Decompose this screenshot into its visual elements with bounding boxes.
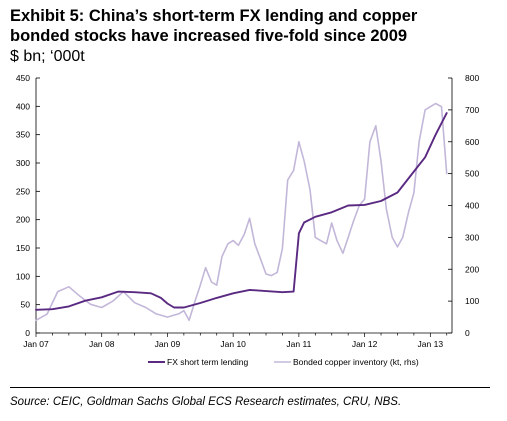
left-y-tick-label: 150 bbox=[16, 243, 30, 253]
right-y-tick-label: 0 bbox=[465, 328, 470, 338]
legend-label-fx-lending: FX short term lending bbox=[167, 357, 249, 367]
divider-rule bbox=[10, 387, 490, 388]
right-y-tick-label: 800 bbox=[465, 73, 479, 83]
series-line-bonded-copper bbox=[35, 102, 448, 322]
right-y-tick-label: 400 bbox=[465, 201, 479, 211]
right-y-tick-label: 300 bbox=[465, 232, 479, 242]
left-y-tick-label: 300 bbox=[16, 158, 30, 168]
right-y-tick-label: 200 bbox=[465, 264, 479, 274]
left-y-tick-label: 350 bbox=[16, 130, 30, 140]
left-y-tick-label: 450 bbox=[16, 73, 30, 83]
right-y-tick-label: 700 bbox=[465, 105, 479, 115]
left-y-tick-label: 250 bbox=[16, 186, 30, 196]
source-note: Source: CEIC, Goldman Sachs Global ECS R… bbox=[10, 396, 402, 408]
legend-label-bonded-copper: Bonded copper inventory (kt, rhs) bbox=[293, 357, 419, 367]
x-tick-label: Jan 13 bbox=[418, 339, 444, 349]
x-tick-label: Jan 09 bbox=[155, 339, 181, 349]
chart-title: Exhibit 5: China’s short-term FX lending… bbox=[10, 6, 500, 46]
left-y-tick-label: 50 bbox=[21, 300, 31, 310]
chart-title-line-1: Exhibit 5: China’s short-term FX lending… bbox=[10, 7, 418, 25]
right-y-tick-label: 100 bbox=[465, 296, 479, 306]
left-y-tick-label: 400 bbox=[16, 101, 30, 111]
units-label: $ bn; ‘000t bbox=[10, 48, 85, 65]
right-y-tick-label: 500 bbox=[465, 169, 479, 179]
x-tick-label: Jan 10 bbox=[220, 339, 246, 349]
left-y-tick-label: 100 bbox=[16, 271, 30, 281]
x-tick-label: Jan 07 bbox=[23, 339, 49, 349]
left-y-tick-label: 0 bbox=[25, 328, 30, 338]
x-tick-label: Jan 12 bbox=[352, 339, 378, 349]
right-y-tick-label: 600 bbox=[465, 137, 479, 147]
x-tick-label: Jan 11 bbox=[286, 339, 311, 349]
x-tick-label: Jan 08 bbox=[89, 339, 115, 349]
series-line-fx-lending bbox=[35, 112, 448, 311]
chart-title-line-2: bonded stocks have increased five-fold s… bbox=[10, 27, 408, 45]
left-y-tick-label: 200 bbox=[16, 215, 30, 225]
